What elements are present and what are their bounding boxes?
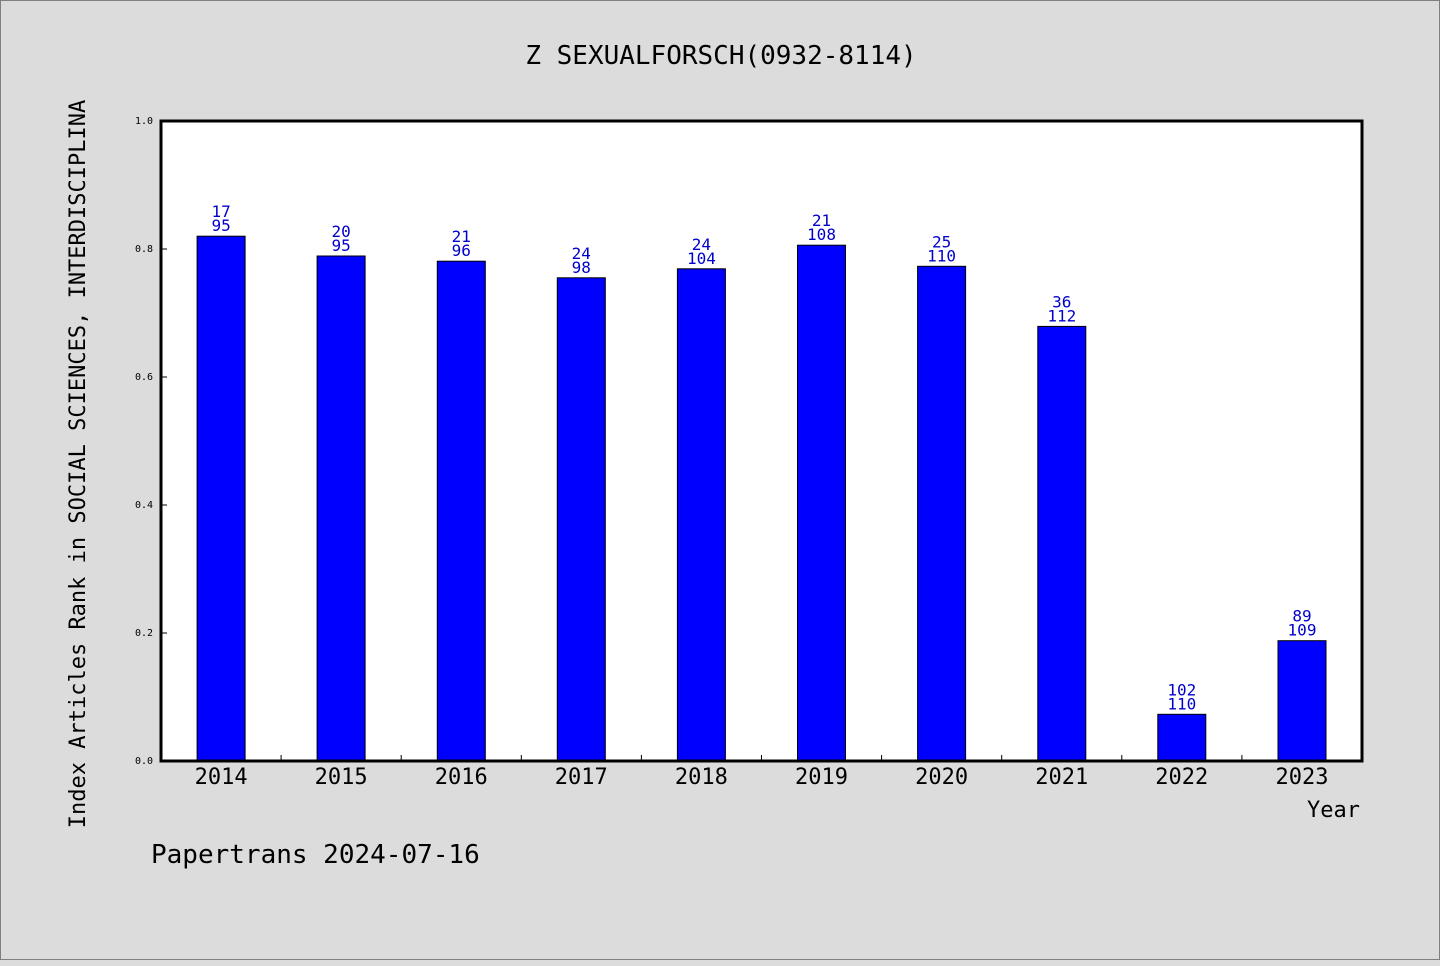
bar-2022 bbox=[1157, 713, 1207, 762]
x-tick-label-2019: 2019 bbox=[795, 765, 848, 790]
bar-2023 bbox=[1277, 640, 1327, 762]
data-label-top-2015: 20 bbox=[331, 222, 350, 241]
data-label-top-2014: 17 bbox=[211, 202, 230, 221]
y-tick-label-0.6: 0.6 bbox=[135, 372, 153, 383]
y-tick-label-0.4: 0.4 bbox=[135, 500, 153, 511]
x-tick-label-2022: 2022 bbox=[1155, 765, 1208, 790]
data-label-top-2023: 89 bbox=[1292, 607, 1311, 626]
y-axis-label: Index Articles Rank in SOCIAL SCIENCES, … bbox=[66, 100, 91, 828]
data-label-top-2019: 21 bbox=[812, 211, 831, 230]
data-label-bottom-2016: 96 bbox=[452, 241, 471, 260]
plot-frame bbox=[159, 119, 1364, 763]
data-label-bottom-2023: 109 bbox=[1288, 621, 1317, 640]
bars-layer bbox=[196, 235, 1327, 762]
bar-2020 bbox=[917, 265, 967, 762]
data-label-top-2016: 21 bbox=[452, 227, 471, 246]
x-tick-label-2015: 2015 bbox=[315, 765, 368, 790]
data-label-top-2022: 102 bbox=[1167, 680, 1196, 699]
bar-2014 bbox=[196, 235, 246, 762]
data-label-top-2020: 25 bbox=[932, 232, 951, 251]
data-label-bottom-2014: 95 bbox=[211, 216, 230, 235]
data-label-bottom-2021: 112 bbox=[1047, 306, 1076, 325]
y-tick-label-0.8: 0.8 bbox=[135, 244, 153, 255]
bar-2018 bbox=[676, 268, 726, 762]
data-label-bottom-2015: 95 bbox=[331, 236, 350, 255]
bar-2015 bbox=[316, 255, 366, 762]
y-tick-label-0.0: 0.0 bbox=[135, 756, 153, 767]
data-label-bottom-2017: 98 bbox=[572, 258, 591, 277]
x-axis-label: Year bbox=[1307, 798, 1360, 823]
data-label-bottom-2022: 110 bbox=[1167, 694, 1196, 713]
y-tick-label-0.2: 0.2 bbox=[135, 628, 153, 639]
x-tick-label-2017: 2017 bbox=[555, 765, 608, 790]
data-label-bottom-2020: 110 bbox=[927, 246, 956, 265]
bar-2021 bbox=[1037, 325, 1087, 762]
bar-2017 bbox=[556, 277, 606, 762]
footer-credit: Papertrans 2024-07-16 bbox=[151, 840, 480, 870]
x-tick-label-2016: 2016 bbox=[435, 765, 488, 790]
data-label-bottom-2019: 108 bbox=[807, 225, 836, 244]
x-tick-label-2021: 2021 bbox=[1035, 765, 1088, 790]
data-label-top-2017: 24 bbox=[572, 244, 591, 263]
x-tick-label-2018: 2018 bbox=[675, 765, 728, 790]
data-label-top-2018: 24 bbox=[692, 235, 711, 254]
y-tick-label-1.0: 1.0 bbox=[135, 116, 153, 127]
data-label-bottom-2018: 104 bbox=[687, 249, 716, 268]
x-tick-label-2020: 2020 bbox=[915, 765, 968, 790]
ticks-layer: 2014 2015 2016 2017 2018 2019 2020 2021 2022 2023… bbox=[135, 116, 1329, 790]
bar-2016 bbox=[436, 260, 486, 762]
chart-title: Z SEXUALFORSCH(0932-8114) bbox=[525, 41, 916, 71]
data-label-top-2021: 36 bbox=[1052, 292, 1071, 311]
x-tick-label-2023: 2023 bbox=[1276, 765, 1329, 790]
bar-2019 bbox=[797, 244, 846, 762]
x-tick-label-2014: 2014 bbox=[195, 765, 248, 790]
